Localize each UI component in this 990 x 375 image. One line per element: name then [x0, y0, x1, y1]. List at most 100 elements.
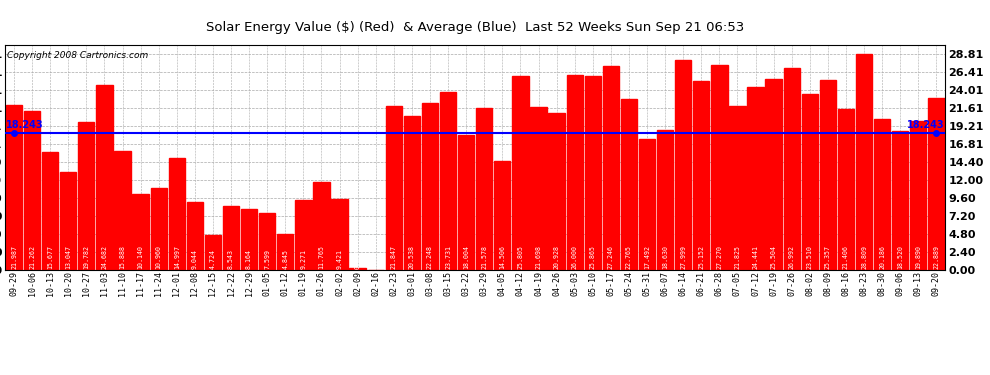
Text: 21.578: 21.578 [481, 245, 487, 269]
Text: 15.888: 15.888 [120, 245, 126, 269]
Text: 11.765: 11.765 [319, 245, 325, 269]
Bar [802, 94, 818, 270]
Text: 10.140: 10.140 [138, 245, 144, 269]
Text: 25.504: 25.504 [770, 245, 776, 269]
Bar [168, 158, 185, 270]
Bar [657, 130, 673, 270]
Text: 14.506: 14.506 [499, 245, 505, 269]
Text: 20.538: 20.538 [409, 245, 415, 269]
Text: 28.809: 28.809 [861, 245, 867, 269]
Bar [566, 75, 583, 270]
Bar [585, 76, 601, 270]
Text: 25.357: 25.357 [825, 245, 831, 269]
Text: 13.047: 13.047 [65, 245, 71, 269]
Bar [404, 116, 420, 270]
Bar [548, 113, 564, 270]
Bar [386, 106, 402, 270]
Text: 25.805: 25.805 [518, 245, 524, 269]
Text: 24.682: 24.682 [101, 245, 108, 269]
Text: 20.186: 20.186 [879, 245, 885, 269]
Text: 21.825: 21.825 [735, 245, 741, 269]
Bar [512, 76, 529, 270]
Bar [24, 111, 41, 270]
Text: 14.997: 14.997 [174, 245, 180, 269]
Text: 22.248: 22.248 [427, 245, 433, 269]
Bar [476, 108, 492, 270]
Bar [241, 209, 257, 270]
Bar [313, 182, 330, 270]
Text: 9.421: 9.421 [337, 249, 343, 269]
Text: 8.543: 8.543 [228, 249, 234, 269]
Text: 22.765: 22.765 [626, 245, 632, 269]
Bar [711, 66, 728, 270]
Bar [440, 92, 456, 270]
Bar [277, 234, 293, 270]
Bar [6, 105, 22, 270]
Bar [910, 121, 927, 270]
Text: 19.782: 19.782 [83, 245, 89, 269]
Text: 23.510: 23.510 [807, 245, 813, 269]
Text: 9.271: 9.271 [300, 249, 306, 269]
Bar [78, 122, 94, 270]
Bar [675, 60, 691, 270]
Text: 21.847: 21.847 [391, 245, 397, 269]
Bar [295, 201, 312, 270]
Text: 18.520: 18.520 [897, 245, 903, 269]
Bar [820, 80, 836, 270]
Text: 27.999: 27.999 [680, 245, 686, 269]
Text: 26.992: 26.992 [789, 245, 795, 269]
Bar [874, 118, 890, 270]
Bar [603, 66, 619, 270]
Bar [42, 152, 58, 270]
Text: Solar Energy Value ($) (Red)  & Average (Blue)  Last 52 Weeks Sun Sep 21 06:53: Solar Energy Value ($) (Red) & Average (… [206, 21, 744, 34]
Text: 27.246: 27.246 [608, 245, 614, 269]
Bar [929, 98, 944, 270]
Bar [422, 103, 439, 270]
Bar [856, 54, 872, 270]
Text: 22.889: 22.889 [934, 245, 940, 269]
Text: 21.406: 21.406 [842, 245, 849, 269]
Text: 25.865: 25.865 [590, 245, 596, 269]
Text: 8.164: 8.164 [247, 249, 252, 269]
Bar [730, 106, 745, 270]
Bar [332, 200, 347, 270]
Text: 0.317: 0.317 [354, 249, 360, 269]
Text: 23.731: 23.731 [446, 245, 451, 269]
Bar [621, 99, 638, 270]
Bar [150, 188, 167, 270]
Text: 7.599: 7.599 [264, 249, 270, 269]
Bar [892, 131, 909, 270]
Bar [96, 85, 113, 270]
Bar [747, 87, 763, 270]
Bar [765, 79, 782, 270]
Bar [838, 110, 854, 270]
Text: 4.724: 4.724 [210, 249, 216, 269]
Bar [693, 81, 710, 270]
Bar [187, 202, 203, 270]
Text: 18.243: 18.243 [907, 120, 944, 130]
Bar [205, 235, 221, 270]
Text: 27.270: 27.270 [717, 245, 723, 269]
Text: 19.890: 19.890 [916, 245, 922, 269]
Text: Copyright 2008 Cartronics.com: Copyright 2008 Cartronics.com [7, 51, 148, 60]
Bar [349, 268, 365, 270]
Text: 17.492: 17.492 [644, 245, 650, 269]
Text: 21.698: 21.698 [536, 245, 542, 269]
Bar [494, 161, 511, 270]
Text: 18.243: 18.243 [6, 120, 44, 130]
Bar [458, 135, 474, 270]
Text: 24.441: 24.441 [752, 245, 758, 269]
Bar [783, 68, 800, 270]
Bar [259, 213, 275, 270]
Text: 9.044: 9.044 [192, 249, 198, 269]
Text: 18.004: 18.004 [463, 245, 469, 269]
Bar [133, 194, 148, 270]
Text: 10.960: 10.960 [155, 245, 161, 269]
Bar [223, 206, 240, 270]
Text: 25.152: 25.152 [698, 245, 704, 269]
Bar [115, 151, 131, 270]
Text: 26.000: 26.000 [571, 245, 578, 269]
Text: 4.845: 4.845 [282, 249, 288, 269]
Text: 21.987: 21.987 [11, 245, 17, 269]
Bar [60, 172, 76, 270]
